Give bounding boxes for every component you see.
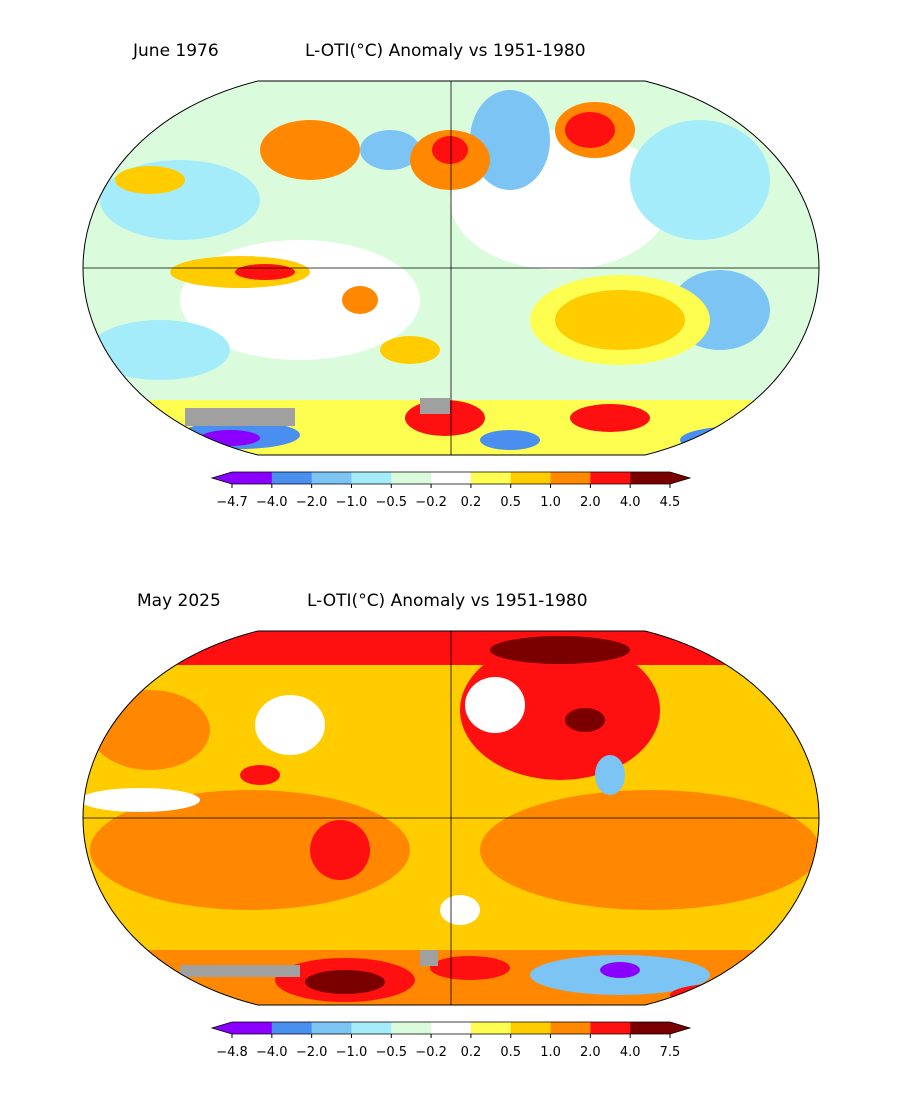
colorbar-tick-label: 0.5 [500,1045,521,1060]
colorbar-end [212,1022,232,1034]
map-border [82,630,820,1006]
map-title: L-OTI(°C) Anomaly vs 1951-1980 [307,591,588,611]
colorbar-tick-label: 0.5 [500,495,521,510]
colorbar-segment [391,1022,432,1034]
colorbar-tick-label: 4.5 [660,495,681,510]
map-date: June 1976 [132,41,219,61]
map-title: L-OTI(°C) Anomaly vs 1951-1980 [305,41,586,61]
map-panel: June 1976 L-OTI(°C) Anomaly vs 1951-1980 [82,41,820,510]
colorbar-segment [630,472,671,484]
colorbar-segment [311,472,352,484]
colorbar-segment [351,472,392,484]
colorbar: −4.8 −4.0 −2.0 −1.0 −0.5 −0.2 0.2 0.5 1.0 2.0 4.0 7… [210,1021,692,1060]
colorbar-end [670,472,690,484]
colorbar-segment [630,1022,671,1034]
colorbar-segment [510,1022,552,1034]
colorbar-tick-label: −2.0 [296,1045,328,1060]
map-date: May 2025 [137,591,221,611]
colorbar-tick-label: −2.0 [296,495,328,510]
colorbar-tick-label: −1.0 [336,1045,368,1060]
colorbar-segment [232,1022,273,1034]
colorbar-tick-label: −4.0 [256,1045,288,1060]
colorbar-segment [431,472,472,484]
colorbar-segment [311,1022,352,1034]
colorbar-segment [351,1022,392,1034]
colorbar-tick-label: −4.8 [216,1045,248,1060]
colorbar-tick-label: 4.0 [620,1045,641,1060]
colorbar-tick-label: −1.0 [336,495,368,510]
colorbar-tick-label: −0.5 [375,495,407,510]
colorbar-segment [431,1022,472,1034]
colorbar-end [212,472,232,484]
map-field [83,631,819,1005]
colorbar-segment [271,1022,313,1034]
colorbar-tick-label: 4.0 [620,495,641,510]
colorbar-segment [590,1022,631,1034]
colorbar-tick-label: 1.0 [540,1045,561,1060]
colorbar-segment [391,472,432,484]
colorbar-segment [550,1022,591,1034]
colorbar-segment [470,1022,512,1034]
colorbar-segment [550,472,591,484]
colorbar-segment [232,472,273,484]
colorbar-tick-label: −4.0 [256,495,288,510]
colorbar-tick-label: −0.5 [375,1045,407,1060]
colorbar-tick-label: 0.2 [461,1045,482,1060]
colorbar-segment [470,472,512,484]
colorbar-segment [510,472,552,484]
colorbar-tick-label: −0.2 [415,495,447,510]
colorbar-end [670,1022,690,1034]
colorbar-segment [271,472,313,484]
colorbar-tick-label: −4.7 [216,495,248,510]
map-field [83,81,819,455]
colorbar-tick-label: 0.2 [461,495,482,510]
colorbar-tick-label: 2.0 [580,495,601,510]
colorbar-tick-label: 1.0 [540,495,561,510]
colorbar-tick-label: −0.2 [415,1045,447,1060]
colorbar-segment [590,472,631,484]
colorbar-tick-label: 2.0 [580,1045,601,1060]
map-panel: May 2025 L-OTI(°C) Anomaly vs 1951-1980 [82,591,820,1060]
colorbar-tick-label: 7.5 [660,1045,681,1060]
colorbar: −4.7 −4.0 −2.0 −1.0 −0.5 −0.2 0.2 0.5 1.0 2.0 4.0 4… [210,471,692,510]
map-border [82,80,820,456]
